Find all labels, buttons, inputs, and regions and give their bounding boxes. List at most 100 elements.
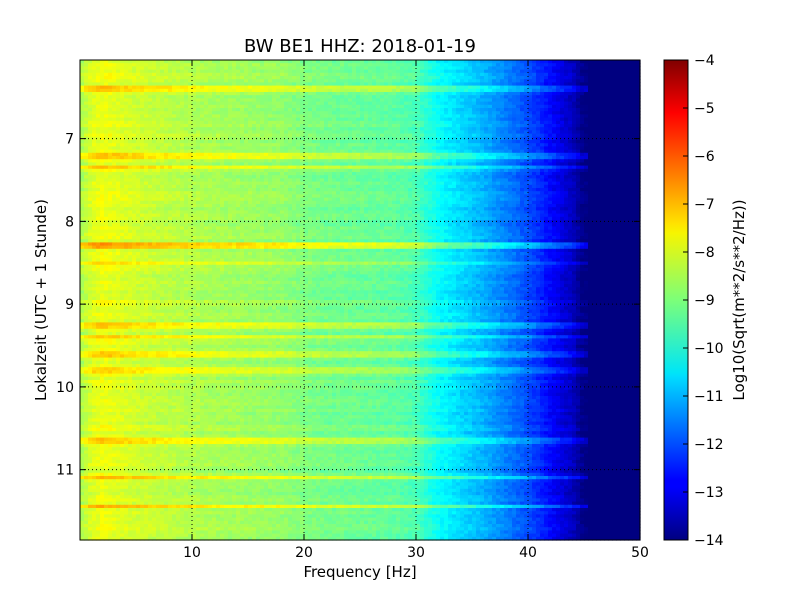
heatmap-cell [456, 92, 461, 96]
heatmap-cell [152, 92, 157, 96]
heatmap-cell [248, 82, 253, 87]
heatmap-cell [420, 85, 425, 90]
heatmap-cell [292, 63, 297, 67]
heatmap-cell [128, 66, 133, 71]
heatmap-cell [248, 95, 253, 99]
heatmap-cell [476, 69, 481, 74]
heatmap-cell [184, 76, 189, 80]
heatmap-cell [204, 92, 209, 96]
heatmap-cell [248, 79, 253, 83]
heatmap-cell [560, 82, 565, 87]
heatmap-cell [104, 63, 109, 67]
heatmap-cell [616, 95, 621, 99]
heatmap-cell [508, 66, 513, 71]
heatmap-cell [528, 63, 533, 67]
heatmap-cell [576, 85, 581, 90]
heatmap-cell [92, 72, 97, 77]
heatmap-cell [524, 92, 529, 96]
heatmap-cell [108, 98, 113, 103]
heatmap-cell [160, 85, 165, 90]
heatmap-cell [568, 82, 573, 87]
heatmap-cell [508, 60, 513, 64]
heatmap-cell [160, 82, 165, 87]
heatmap-cell [304, 88, 309, 93]
heatmap-cell [616, 79, 621, 83]
heatmap-cell [340, 72, 345, 77]
heatmap-cell [520, 76, 525, 80]
heatmap-cell [632, 63, 637, 67]
heatmap-cell [236, 72, 241, 77]
heatmap-cell [164, 82, 169, 87]
heatmap-cell [108, 82, 113, 87]
heatmap-cell [172, 79, 177, 83]
heatmap-cell [272, 63, 277, 67]
heatmap-cell [352, 60, 357, 64]
heatmap-cell [556, 82, 561, 87]
heatmap-cell [328, 88, 333, 93]
heatmap-cell [88, 79, 93, 83]
heatmap-cell [300, 76, 305, 80]
heatmap-cell [564, 82, 569, 87]
heatmap-cell [604, 79, 609, 83]
heatmap-cell [520, 60, 525, 64]
heatmap-cell [172, 95, 177, 99]
heatmap-cell [128, 69, 133, 74]
heatmap-cell [552, 88, 557, 93]
heatmap-cell [168, 60, 173, 64]
heatmap-cell [172, 92, 177, 96]
heatmap-cell [600, 72, 605, 77]
heatmap-cell [360, 98, 365, 103]
heatmap-cell [320, 92, 325, 96]
heatmap-cell [448, 92, 453, 96]
heatmap-cell [636, 72, 641, 77]
heatmap-cell [184, 60, 189, 64]
heatmap-cell [356, 76, 361, 80]
heatmap-cell [584, 63, 589, 67]
heatmap-cell [472, 82, 477, 87]
heatmap-cell [112, 85, 117, 90]
heatmap-cell [368, 76, 373, 80]
heatmap-cell [112, 92, 117, 96]
heatmap-cell [276, 66, 281, 71]
heatmap-cell [428, 92, 433, 96]
heatmap-cell [120, 69, 125, 74]
heatmap-cell [152, 79, 157, 83]
heatmap-cell [444, 69, 449, 74]
heatmap-cell [628, 69, 633, 74]
heatmap-cell [232, 63, 237, 67]
heatmap-cell [440, 66, 445, 71]
heatmap-cell [188, 69, 193, 74]
heatmap-cell [468, 85, 473, 90]
heatmap-cell [148, 88, 153, 93]
heatmap-cell [416, 63, 421, 67]
heatmap-cell [284, 85, 289, 90]
heatmap-cell [620, 60, 625, 64]
heatmap-cell [552, 69, 557, 74]
heatmap-cell [432, 63, 437, 67]
heatmap-cell [496, 82, 501, 87]
heatmap-cell [580, 82, 585, 87]
heatmap-cell [568, 88, 573, 93]
heatmap-cell [468, 79, 473, 83]
heatmap-cell [348, 60, 353, 64]
heatmap-cell [464, 95, 469, 99]
heatmap-cell [260, 79, 265, 83]
heatmap-cell [284, 76, 289, 80]
heatmap-cell [288, 95, 293, 99]
heatmap-cell [276, 79, 281, 83]
heatmap-cell [600, 69, 605, 74]
heatmap-cell [580, 76, 585, 80]
heatmap-cell [116, 92, 121, 96]
heatmap-cell [424, 79, 429, 83]
heatmap-cell [452, 66, 457, 71]
heatmap-cell [368, 92, 373, 96]
heatmap-cell [260, 72, 265, 77]
heatmap-cell [92, 66, 97, 71]
heatmap-cell [504, 76, 509, 80]
heatmap-cell [524, 88, 529, 93]
heatmap-cell [168, 63, 173, 67]
heatmap-cell [272, 98, 277, 103]
heatmap-cell [560, 66, 565, 71]
heatmap-cell [244, 85, 249, 90]
heatmap-cell [320, 60, 325, 64]
